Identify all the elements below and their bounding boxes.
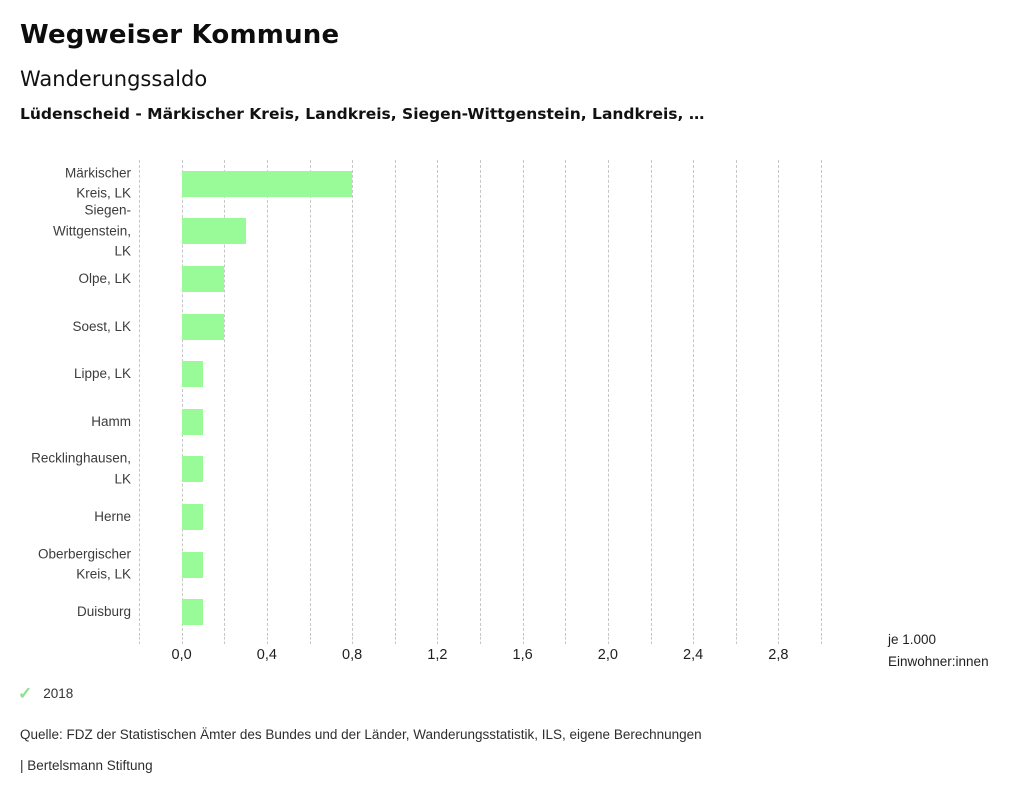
- x-axis-tick-label: 2,4: [683, 647, 704, 663]
- category-label: Hamm: [91, 413, 131, 429]
- gridline: [522, 160, 524, 636]
- bar-lippe-lk[interactable]: [181, 361, 203, 388]
- x-axis-tick: [693, 637, 695, 644]
- gridline: [735, 160, 737, 636]
- x-axis-tick-label: 1,6: [512, 647, 533, 663]
- x-axis-tick: [139, 637, 140, 644]
- bar-oberbergischer-kreis-lk[interactable]: [181, 551, 203, 578]
- gridline: [480, 160, 481, 636]
- gridline: [650, 160, 652, 636]
- bar-siegen-wittgenstein-lk[interactable]: [181, 218, 246, 245]
- bar-soest-lk[interactable]: [181, 313, 225, 340]
- category-label: Siegen- Wittgenstein, LK: [52, 202, 131, 259]
- bar-chart: Märkischer Kreis, LK Siegen- Wittgenstein, L…: [0, 160, 1024, 680]
- x-axis-tick: [522, 637, 524, 644]
- source-text: Quelle: FDZ der Statistischen Ämter des …: [20, 727, 702, 742]
- gridline: [352, 160, 354, 636]
- category-label: Märkischer Kreis, LK: [64, 165, 131, 201]
- x-axis-tick-label: 1,2: [427, 647, 448, 663]
- x-axis-tick: [821, 637, 822, 644]
- x-axis-tick-label: 0,4: [256, 647, 277, 663]
- category-label: Soest, LK: [72, 318, 131, 334]
- x-axis-unit-line1: je 1.000: [888, 632, 937, 647]
- x-axis-tick: [352, 637, 354, 644]
- x-axis-ticks: [139, 637, 822, 644]
- gridline: [266, 160, 268, 636]
- bar-märkischer-kreis-lk[interactable]: [181, 170, 353, 197]
- category-labels: Märkischer Kreis, LK Siegen- Wittgenstein, L…: [12, 160, 131, 636]
- x-axis-tick: [778, 637, 780, 644]
- category-label: Duisburg: [76, 603, 131, 619]
- x-axis-tick-label: 0,0: [171, 647, 192, 663]
- gridline: [821, 160, 822, 636]
- bar-herne[interactable]: [181, 504, 203, 530]
- x-axis-tick: [437, 637, 439, 644]
- x-axis-tick: [650, 637, 652, 644]
- category-label: Herne: [94, 508, 131, 524]
- gridline: [394, 160, 396, 636]
- bar-olpe-lk[interactable]: [181, 266, 225, 292]
- x-axis-tick: [394, 637, 396, 644]
- x-axis-tick-label: 0,8: [342, 647, 363, 663]
- plot-area: [139, 160, 822, 636]
- bar-duisburg[interactable]: [181, 599, 203, 626]
- gridline: [693, 160, 695, 636]
- x-axis-tick-label: 2,8: [768, 647, 789, 663]
- x-axis-tick: [735, 637, 737, 644]
- gridline: [437, 160, 439, 636]
- category-label: Recklinghausen, LK: [31, 450, 131, 487]
- x-axis-tick: [607, 637, 609, 644]
- page-title: Wegweiser Kommune: [20, 20, 340, 50]
- bar-recklinghausen-lk[interactable]: [181, 456, 203, 483]
- x-axis-unit-label: je 1.000 Einwohner:innen: [888, 629, 989, 672]
- x-axis-tick: [309, 637, 311, 644]
- category-label: Olpe, LK: [78, 270, 131, 286]
- category-label: Oberbergischer Kreis, LK: [37, 546, 131, 582]
- x-axis-tick-label: 2,0: [597, 647, 618, 663]
- x-axis-tick: [266, 637, 268, 644]
- x-axis-tick: [565, 637, 567, 644]
- gridline: [139, 160, 140, 636]
- legend-item-2018[interactable]: ✓ 2018: [18, 685, 73, 702]
- gridline: [181, 160, 183, 636]
- bar-hamm[interactable]: [181, 408, 203, 435]
- x-axis-tick: [480, 637, 481, 644]
- gridline: [309, 160, 311, 636]
- chart-title: Wanderungssaldo: [20, 67, 208, 91]
- category-label: Lippe, LK: [73, 365, 131, 381]
- gridline: [607, 160, 609, 636]
- legend-year-label: 2018: [43, 686, 74, 701]
- x-axis-tick-labels: 0,0 0,4 0,8 1,2 1,6 2,0 2,4 2,8: [139, 647, 821, 667]
- x-axis-tick: [224, 637, 226, 644]
- gridline: [778, 160, 780, 636]
- chart-description: Lüdenscheid - Märkischer Kreis, Landkrei…: [20, 105, 705, 123]
- x-axis-unit-line2: Einwohner:innen: [888, 653, 989, 669]
- check-icon: ✓: [18, 684, 33, 703]
- x-axis-tick: [181, 637, 183, 644]
- gridline: [224, 160, 226, 636]
- branding-text: | Bertelsmann Stiftung: [20, 758, 153, 773]
- gridline: [565, 160, 567, 636]
